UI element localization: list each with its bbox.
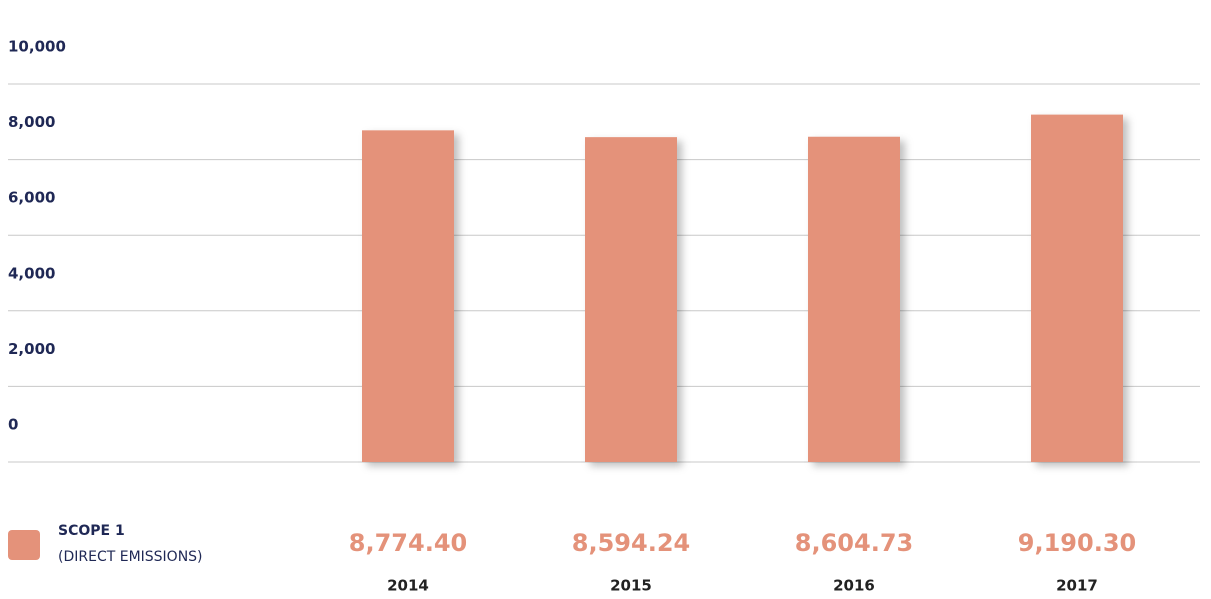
legend-label: SCOPE 1 (58, 523, 125, 539)
value-label: 8,774.40 (349, 529, 467, 557)
y-tick-label: 2,000 (8, 340, 55, 358)
bar (585, 137, 677, 462)
value-label: 8,604.73 (795, 529, 913, 557)
value-label: 8,594.24 (572, 529, 690, 557)
x-tick-label: 2015 (610, 577, 652, 595)
bar (1031, 114, 1123, 462)
y-tick-label: 8,000 (8, 113, 55, 131)
y-tick-label: 6,000 (8, 189, 55, 207)
legend-note: (DIRECT EMISSIONS) (58, 549, 203, 565)
y-tick-label: 10,000 (8, 38, 66, 56)
x-tick-label: 2017 (1056, 577, 1098, 595)
x-tick-label: 2016 (833, 577, 875, 595)
y-tick-label: 0 (8, 416, 18, 434)
y-tick-label: 4,000 (8, 264, 55, 282)
value-label: 9,190.30 (1018, 529, 1136, 557)
bar (362, 130, 454, 462)
legend-swatch (8, 530, 40, 560)
x-tick-label: 2014 (387, 577, 429, 595)
bar (808, 136, 900, 462)
